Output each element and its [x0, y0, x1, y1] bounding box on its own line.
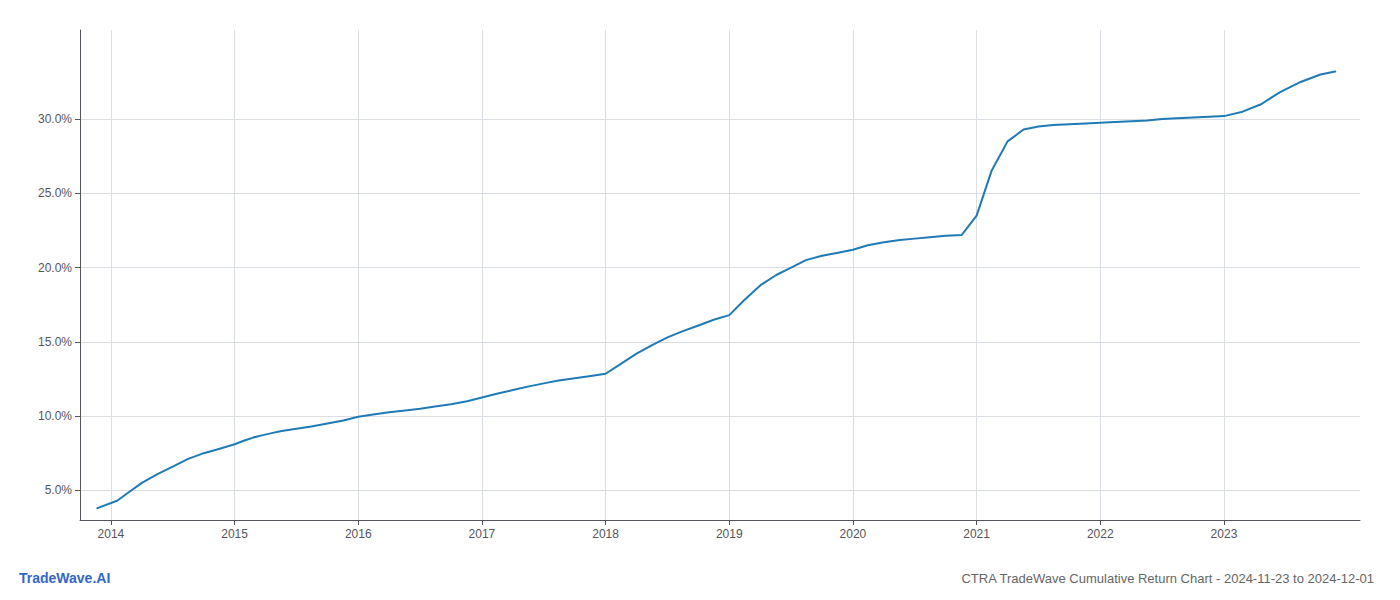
svg-text:2018: 2018 [592, 527, 619, 541]
svg-text:2014: 2014 [98, 527, 125, 541]
svg-text:2017: 2017 [469, 527, 496, 541]
svg-text:20.0%: 20.0% [38, 261, 72, 275]
svg-text:25.0%: 25.0% [38, 186, 72, 200]
svg-text:5.0%: 5.0% [45, 483, 73, 497]
svg-text:CTRA TradeWave Cumulative Retu: CTRA TradeWave Cumulative Return Chart -… [961, 571, 1374, 586]
svg-text:2021: 2021 [963, 527, 990, 541]
svg-text:15.0%: 15.0% [38, 335, 72, 349]
svg-text:2016: 2016 [345, 527, 372, 541]
svg-text:2019: 2019 [716, 527, 743, 541]
svg-text:2020: 2020 [840, 527, 867, 541]
svg-text:TradeWave.AI: TradeWave.AI [19, 570, 110, 586]
svg-text:2015: 2015 [221, 527, 248, 541]
svg-text:10.0%: 10.0% [38, 409, 72, 423]
svg-text:2023: 2023 [1211, 527, 1238, 541]
svg-text:2022: 2022 [1087, 527, 1114, 541]
svg-text:30.0%: 30.0% [38, 112, 72, 126]
